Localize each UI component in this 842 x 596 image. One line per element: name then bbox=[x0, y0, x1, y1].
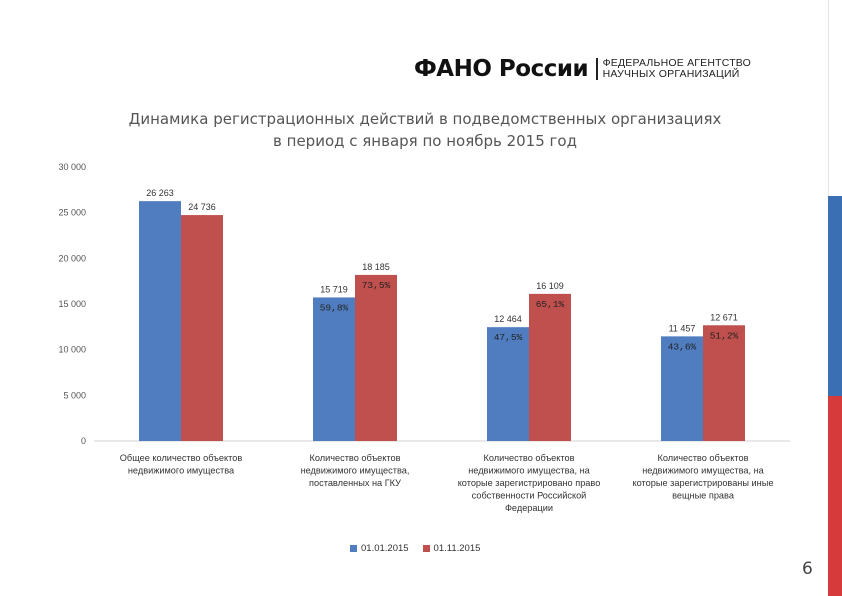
legend-item-series1: 01.01.2015 bbox=[350, 543, 409, 554]
brand-subtitle-line1: ФЕДЕРАЛЬНОЕ АГЕНТСТВО bbox=[602, 57, 752, 69]
data-label: 16 109 bbox=[536, 281, 564, 291]
category-label: недвижимого имущества, на bbox=[642, 466, 764, 476]
side-stripe-red bbox=[828, 396, 842, 596]
brand-name: ФАНО России bbox=[414, 56, 589, 82]
bar-1 bbox=[139, 201, 181, 441]
legend-item-series2: 01.11.2015 bbox=[422, 543, 481, 554]
legend-label-series1: 01.01.2015 bbox=[361, 543, 409, 554]
data-label: 11 457 bbox=[669, 323, 696, 333]
y-tick-label: 20 000 bbox=[58, 253, 86, 263]
percent-label: 65,1% bbox=[536, 299, 565, 310]
brand-subtitle-line2: НАУЧНЫХ ОРГАНИЗАЦИЙ bbox=[602, 68, 740, 80]
legend-label-series2: 01.11.2015 bbox=[433, 543, 481, 554]
category-label: вещные права bbox=[672, 491, 735, 501]
category-label: Количество объектов bbox=[483, 453, 574, 463]
category-label: Федерации bbox=[505, 503, 553, 513]
brand-divider bbox=[596, 58, 598, 80]
header-logo: ФАНО России ФЕДЕРАЛЬНОЕ АГЕНТСТВО НАУЧНЫ… bbox=[414, 54, 751, 84]
data-label: 12 671 bbox=[710, 312, 738, 322]
y-tick-label: 15 000 bbox=[58, 299, 86, 309]
category-label: недвижимого имущества bbox=[128, 466, 235, 476]
percent-label: 43,6% bbox=[668, 341, 697, 352]
percent-label: 47,5% bbox=[494, 332, 523, 343]
category-label: недвижимого имущества, на bbox=[468, 466, 590, 476]
chart-title-line1: Динамика регистрационных действий в подв… bbox=[128, 110, 722, 128]
category-label: собственности Российской bbox=[472, 491, 587, 501]
bar-2 bbox=[181, 215, 223, 441]
y-tick-label: 0 bbox=[81, 436, 86, 446]
percent-label: 51,2% bbox=[710, 330, 739, 341]
y-tick-label: 10 000 bbox=[58, 345, 86, 355]
data-label: 18 185 bbox=[362, 262, 390, 272]
chart-legend: 01.01.2015 01.11.2015 bbox=[350, 543, 480, 554]
side-stripe-white bbox=[828, 0, 842, 196]
category-label: Количество объектов bbox=[309, 453, 400, 463]
percent-label: 59,8% bbox=[320, 302, 349, 313]
legend-swatch-series1 bbox=[350, 545, 357, 552]
category-label: поставленных на ГКУ bbox=[309, 478, 401, 488]
y-tick-label: 25 000 bbox=[58, 208, 86, 218]
page-number: 6 bbox=[802, 559, 813, 579]
bar-1 bbox=[661, 336, 703, 441]
data-label: 26 263 bbox=[146, 188, 174, 198]
category-label: которые зарегистрировано право bbox=[458, 478, 601, 488]
chart-title-line2: в период с января по ноябрь 2015 год bbox=[273, 132, 577, 150]
bar-1 bbox=[487, 327, 529, 441]
data-label: 15 719 bbox=[320, 284, 348, 294]
bar-2 bbox=[355, 274, 397, 441]
brand-subtitle: ФЕДЕРАЛЬНОЕ АГЕНТСТВО НАУЧНЫХ ОРГАНИЗАЦИ… bbox=[603, 58, 751, 80]
data-label: 12 464 bbox=[494, 314, 522, 324]
bar-2 bbox=[703, 325, 745, 441]
y-tick-label: 30 000 bbox=[58, 162, 86, 172]
data-label: 24 736 bbox=[188, 202, 216, 212]
category-label: которые зарегистрированы иные bbox=[633, 478, 774, 488]
bar-1 bbox=[313, 297, 355, 441]
chart-title: Динамика регистрационных действий в подв… bbox=[120, 108, 730, 152]
legend-swatch-series2 bbox=[422, 545, 430, 552]
y-tick-label: 5 000 bbox=[63, 390, 86, 400]
category-label: Общее количество объектов bbox=[120, 453, 243, 463]
side-stripe-blue bbox=[828, 196, 842, 396]
percent-label: 73,5% bbox=[362, 280, 391, 291]
category-label: Количество объектов bbox=[657, 453, 748, 463]
bar-2 bbox=[529, 293, 571, 441]
category-label: недвижимого имущества, bbox=[301, 466, 410, 476]
